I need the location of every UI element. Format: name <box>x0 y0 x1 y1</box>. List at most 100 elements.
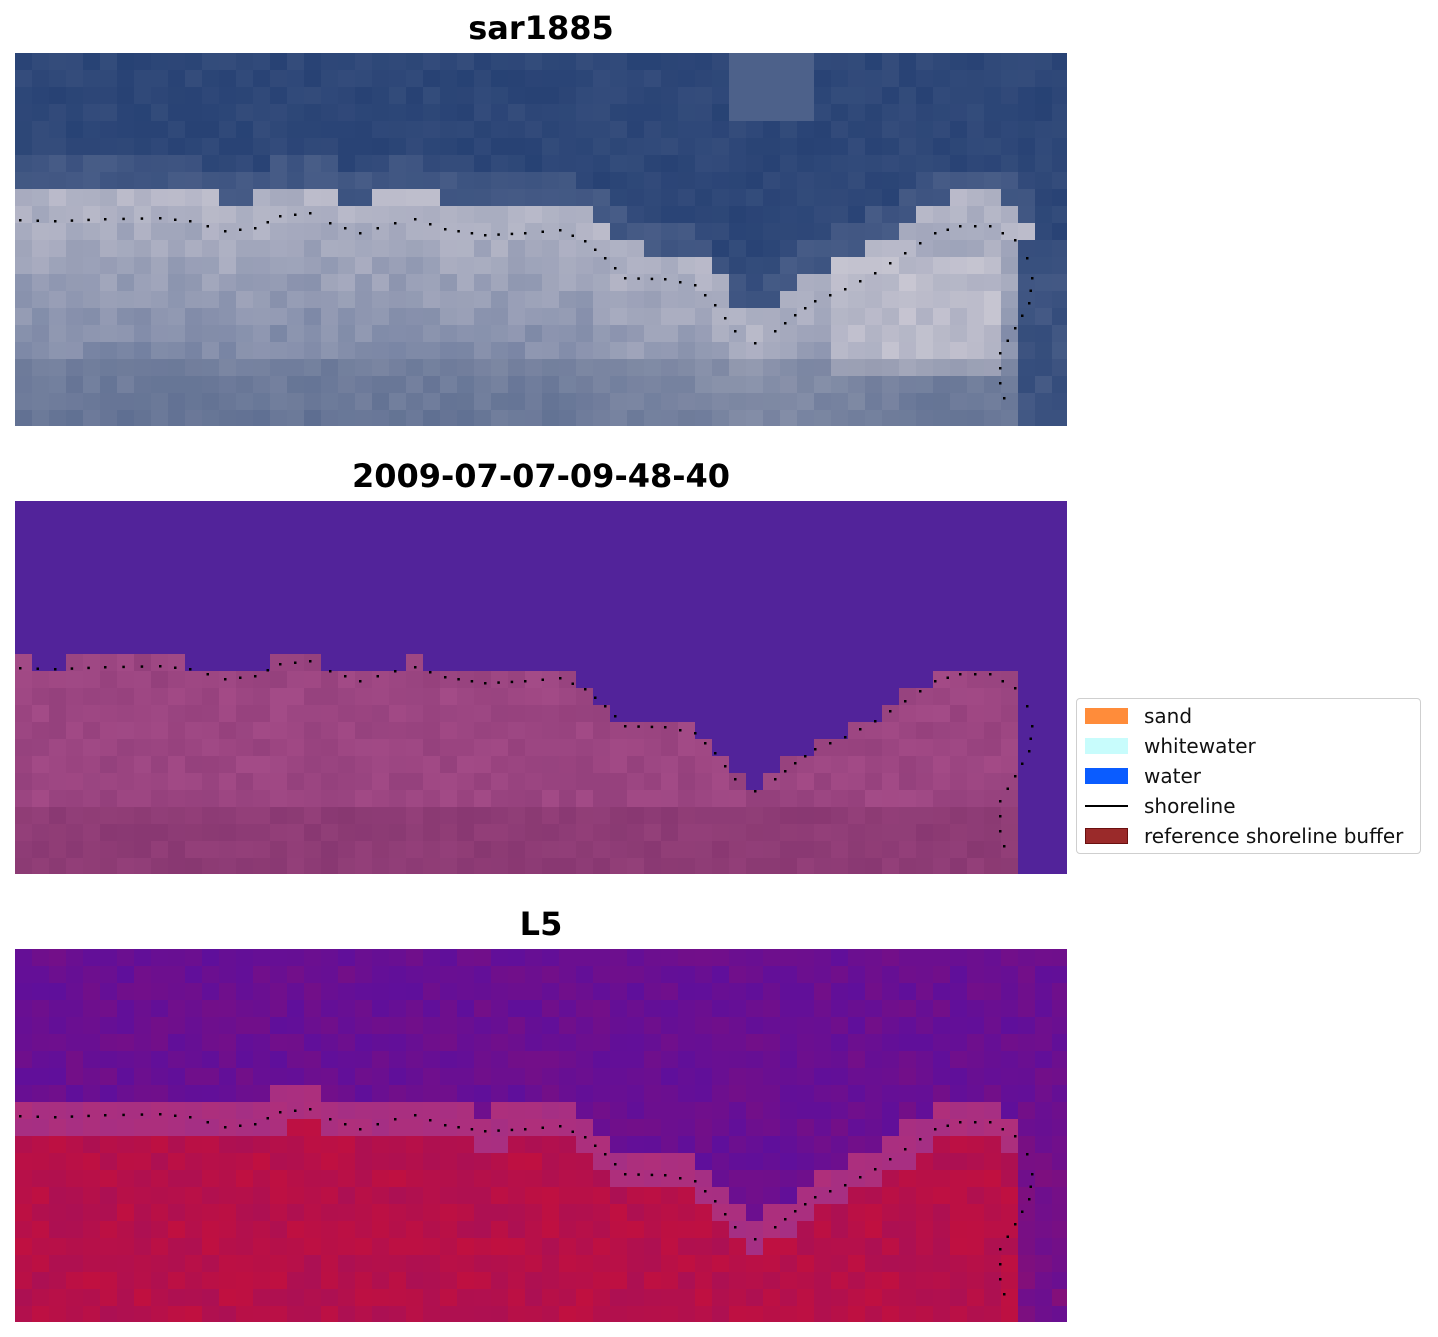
raster-pixel <box>32 1272 50 1290</box>
raster-pixel <box>117 1034 135 1052</box>
raster-pixel <box>695 325 713 343</box>
raster-pixel <box>644 790 662 808</box>
raster-pixel <box>593 824 611 842</box>
raster-pixel <box>695 87 713 105</box>
raster-pixel <box>270 189 288 207</box>
raster-pixel <box>780 325 798 343</box>
raster-pixel <box>644 756 662 774</box>
raster-pixel <box>474 1102 492 1120</box>
raster-pixel <box>168 308 186 326</box>
raster-pixel <box>848 773 866 791</box>
raster-pixel <box>865 603 883 621</box>
raster-pixel <box>389 1034 407 1052</box>
raster-pixel <box>236 104 254 122</box>
raster-pixel <box>1052 739 1067 757</box>
raster-pixel <box>610 1221 628 1239</box>
raster-pixel <box>389 342 407 360</box>
raster-pixel <box>1035 1085 1053 1103</box>
raster-pixel <box>899 274 917 292</box>
raster-pixel <box>287 1187 305 1205</box>
raster-pixel <box>797 70 815 88</box>
raster-pixel <box>270 637 288 655</box>
raster-pixel <box>202 70 220 88</box>
raster-pixel <box>865 756 883 774</box>
raster-pixel <box>848 705 866 723</box>
raster-pixel <box>66 308 84 326</box>
raster-pixel <box>525 1136 543 1154</box>
raster-pixel <box>66 983 84 1001</box>
raster-pixel <box>202 1051 220 1069</box>
raster-pixel <box>712 1306 730 1322</box>
raster-pixel <box>644 1017 662 1035</box>
raster-pixel <box>100 359 118 377</box>
raster-pixel <box>882 518 900 536</box>
raster-pixel <box>1018 172 1036 190</box>
raster-pixel <box>780 87 798 105</box>
raster-pixel <box>406 603 424 621</box>
raster-pixel <box>559 1272 577 1290</box>
raster-pixel <box>916 705 934 723</box>
raster-pixel <box>1001 518 1019 536</box>
raster-pixel <box>100 722 118 740</box>
raster-pixel <box>100 172 118 190</box>
raster-pixel <box>644 671 662 689</box>
raster-pixel <box>1001 291 1019 309</box>
raster-pixel <box>49 104 67 122</box>
raster-pixel <box>151 966 169 984</box>
raster-pixel <box>270 291 288 309</box>
raster-pixel <box>372 274 390 292</box>
raster-pixel <box>678 1272 696 1290</box>
raster-pixel <box>372 620 390 638</box>
raster-pixel <box>32 70 50 88</box>
raster-pixel <box>49 342 67 360</box>
raster-pixel <box>916 1119 934 1137</box>
shoreline-dot <box>999 382 1002 385</box>
raster-pixel <box>457 240 475 258</box>
raster-pixel <box>559 1136 577 1154</box>
raster-pixel <box>729 410 747 426</box>
raster-pixel <box>100 1170 118 1188</box>
raster-pixel <box>219 1034 237 1052</box>
shoreline-dot <box>70 219 74 222</box>
shoreline-dot <box>814 748 817 751</box>
raster-pixel <box>933 410 951 426</box>
raster-pixel <box>1035 189 1053 207</box>
raster-pixel <box>763 1051 781 1069</box>
raster-pixel <box>287 121 305 139</box>
raster-pixel <box>49 410 67 426</box>
raster-pixel <box>151 1085 169 1103</box>
raster-pixel <box>627 966 645 984</box>
raster-pixel <box>32 359 50 377</box>
raster-pixel <box>695 1221 713 1239</box>
raster-pixel <box>168 569 186 587</box>
raster-pixel <box>797 1170 815 1188</box>
raster-pixel <box>117 552 135 570</box>
raster-pixel <box>967 620 985 638</box>
raster-pixel <box>219 189 237 207</box>
raster-pixel <box>814 671 832 689</box>
raster-pixel <box>916 1238 934 1256</box>
raster-pixel <box>185 501 203 519</box>
raster-pixel <box>661 722 679 740</box>
raster-pixel <box>66 586 84 604</box>
raster-pixel <box>355 1000 373 1018</box>
raster-pixel <box>661 1187 679 1205</box>
raster-pixel <box>831 739 849 757</box>
raster-pixel <box>763 569 781 587</box>
shoreline-dot <box>604 1153 607 1156</box>
raster-pixel <box>202 535 220 553</box>
raster-pixel <box>1052 291 1067 309</box>
raster-pixel <box>508 223 526 241</box>
raster-pixel <box>814 983 832 1001</box>
raster-pixel <box>406 393 424 411</box>
raster-pixel <box>423 376 441 394</box>
raster-pixel <box>219 688 237 706</box>
raster-pixel <box>797 1085 815 1103</box>
raster-pixel <box>695 70 713 88</box>
raster-pixel <box>338 376 356 394</box>
raster-pixel <box>15 1170 33 1188</box>
raster-pixel <box>355 308 373 326</box>
raster-pixel <box>678 87 696 105</box>
raster-pixel <box>780 1153 798 1171</box>
raster-pixel <box>304 1204 322 1222</box>
